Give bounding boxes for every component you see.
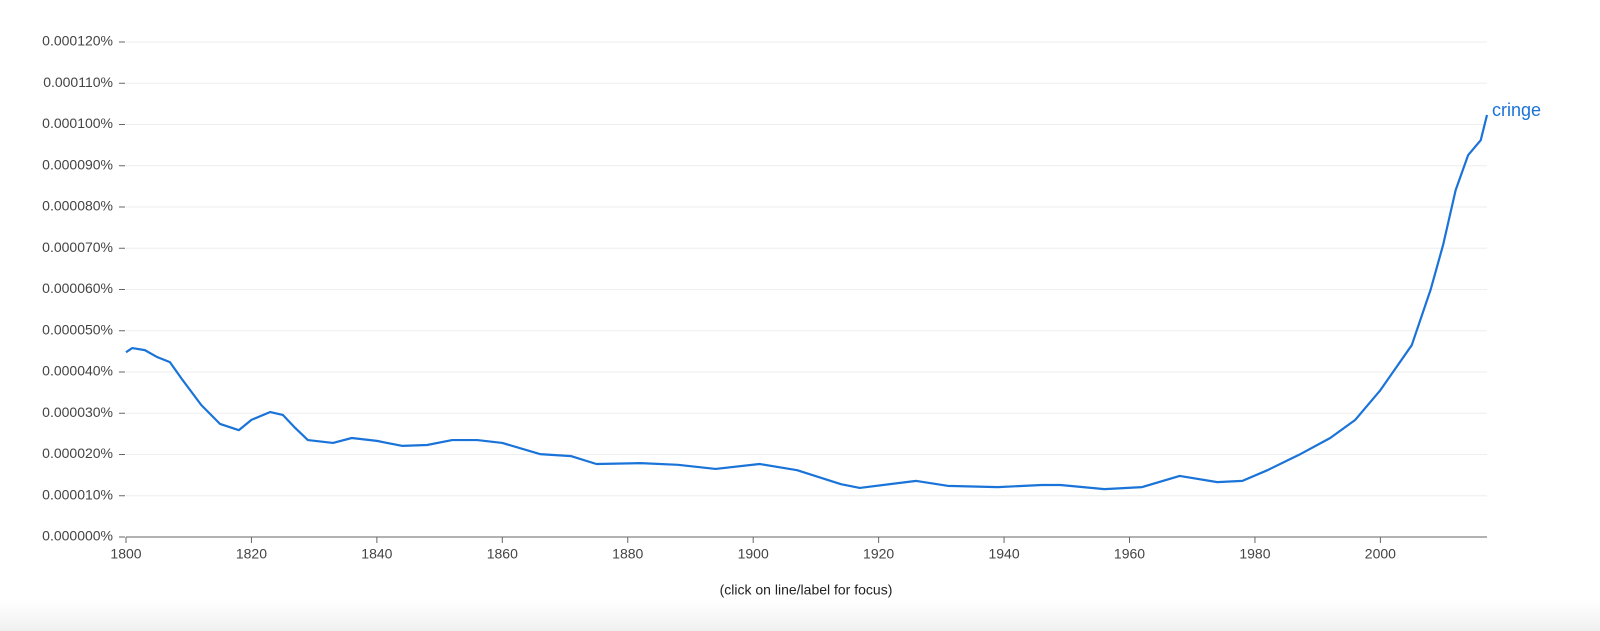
x-tick-label: 1840 xyxy=(361,546,392,562)
y-tick-label: 0.000100% xyxy=(42,115,113,131)
x-tick-label: 1960 xyxy=(1114,546,1145,562)
y-tick-label: 0.000120% xyxy=(42,33,113,49)
y-tick-label: 0.000110% xyxy=(43,74,113,90)
x-tick-label: 1860 xyxy=(487,546,518,562)
y-tick-label: 0.000080% xyxy=(42,198,113,214)
y-tick-label: 0.000070% xyxy=(42,239,113,255)
y-tick-label: 0.000030% xyxy=(42,404,113,420)
y-tick-label: 0.000020% xyxy=(42,445,113,461)
y-tick-label: 0.000040% xyxy=(42,363,113,379)
x-tick-label: 1920 xyxy=(863,546,894,562)
x-tick-label: 1940 xyxy=(988,546,1019,562)
y-tick-label: 0.000090% xyxy=(42,156,113,172)
x-tick-label: 1980 xyxy=(1239,546,1270,562)
y-tick-label: 0.000000% xyxy=(42,528,113,544)
bottom-bar xyxy=(0,600,1600,631)
x-tick-label: 1800 xyxy=(110,546,141,562)
y-tick-label: 0.000010% xyxy=(42,486,113,502)
footer-note[interactable]: (click on line/label for focus) xyxy=(720,582,893,598)
x-tick-label: 2000 xyxy=(1365,546,1396,562)
x-tick-label: 1880 xyxy=(612,546,643,562)
y-tick-label: 0.000060% xyxy=(42,280,113,296)
series-label[interactable]: cringe xyxy=(1492,100,1541,120)
x-tick-label: 1900 xyxy=(738,546,769,562)
y-tick-label: 0.000050% xyxy=(42,321,113,337)
series-line[interactable] xyxy=(125,114,1489,491)
x-tick-label: 1820 xyxy=(236,546,267,562)
